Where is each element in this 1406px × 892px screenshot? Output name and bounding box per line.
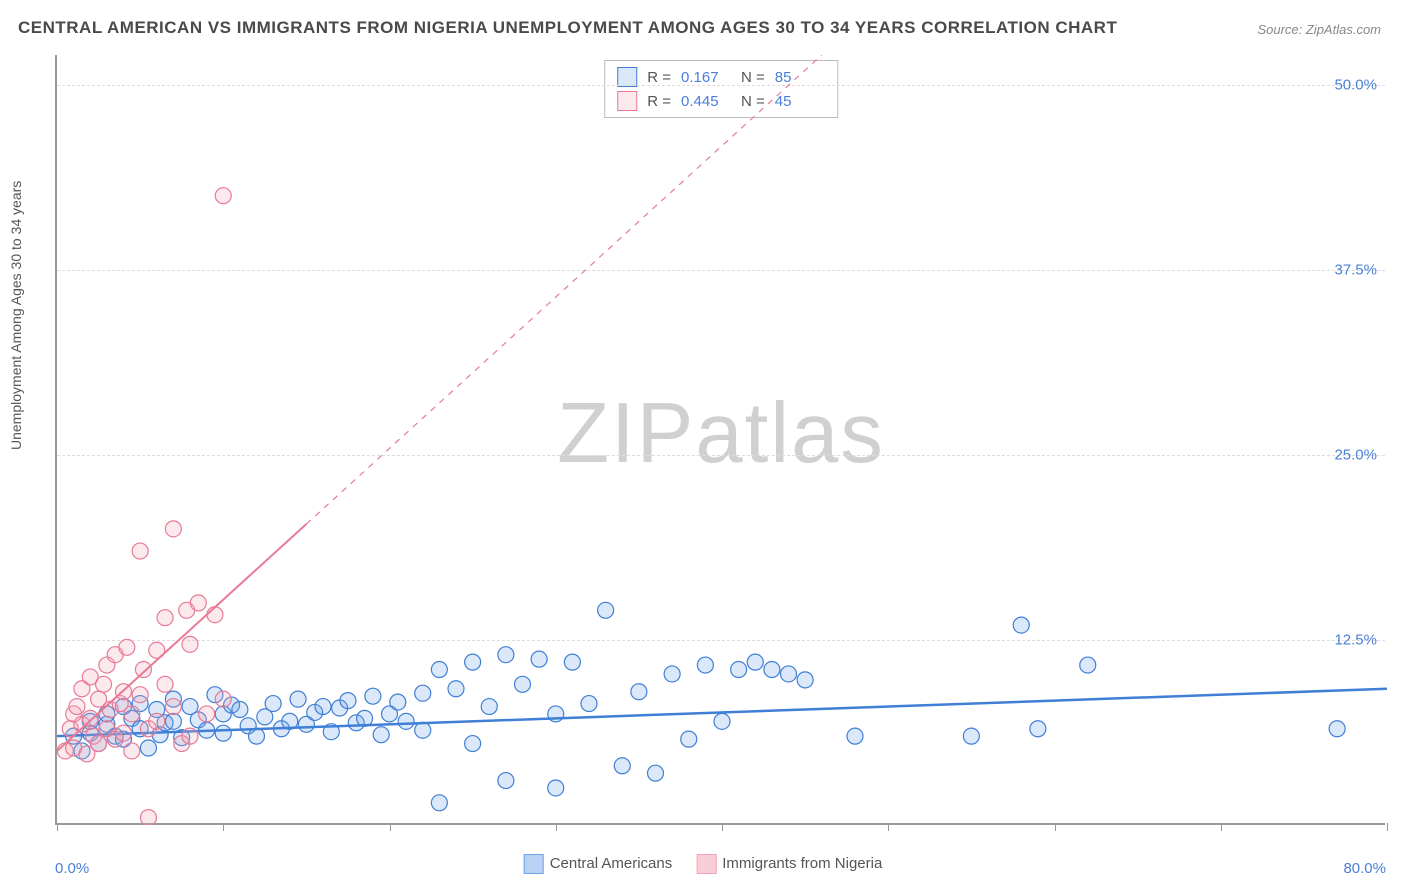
data-point [199,706,215,722]
data-point [415,722,431,738]
data-point [465,654,481,670]
data-point [265,696,281,712]
data-point [648,765,664,781]
data-point [232,702,248,718]
data-point [1080,657,1096,673]
legend-item: Immigrants from Nigeria [696,854,882,874]
data-point [96,676,112,692]
data-point [132,543,148,559]
data-point [797,672,813,688]
data-point [548,780,564,796]
data-point [315,699,331,715]
data-point [165,713,181,729]
legend-swatch [524,854,544,874]
data-point [149,713,165,729]
data-point [963,728,979,744]
data-point [119,639,135,655]
data-point [415,685,431,701]
data-point [182,636,198,652]
legend: Central Americans Immigrants from Nigeria [524,854,883,874]
data-point [132,687,148,703]
legend-label: Immigrants from Nigeria [722,855,882,872]
x-axis-max-label: 80.0% [1343,860,1386,877]
scatter-svg [57,55,1387,825]
trend-line-dashed [306,55,821,524]
data-point [398,713,414,729]
data-point [215,691,231,707]
data-point [498,647,514,663]
data-point [190,595,206,611]
data-point [140,740,156,756]
data-point [135,662,151,678]
data-point [681,731,697,747]
legend-item: Central Americans [524,854,673,874]
data-point [390,694,406,710]
data-point [1329,721,1345,737]
data-point [91,736,107,752]
data-point [182,728,198,744]
data-point [631,684,647,700]
data-point [165,521,181,537]
y-axis-label: Unemployment Among Ages 30 to 34 years [8,181,24,450]
data-point [448,681,464,697]
data-point [340,693,356,709]
x-tick-mark [1387,823,1388,831]
data-point [781,666,797,682]
data-point [714,713,730,729]
plot-area: ZIPatlas R =0.167N =85R =0.445N =45 12.5… [55,55,1385,825]
data-point [664,666,680,682]
data-point [215,188,231,204]
source-label: Source: ZipAtlas.com [1257,22,1381,37]
data-point [564,654,580,670]
data-point [207,607,223,623]
data-point [598,602,614,618]
data-point [481,699,497,715]
data-point [847,728,863,744]
data-point [124,743,140,759]
data-point [1013,617,1029,633]
data-point [531,651,547,667]
data-point [290,691,306,707]
data-point [581,696,597,712]
data-point [157,610,173,626]
data-point [498,773,514,789]
data-point [747,654,763,670]
data-point [249,728,265,744]
data-point [731,662,747,678]
data-point [165,699,181,715]
data-point [124,706,140,722]
data-point [116,725,132,741]
data-point [614,758,630,774]
data-point [764,662,780,678]
data-point [69,699,85,715]
chart-title: CENTRAL AMERICAN VS IMMIGRANTS FROM NIGE… [18,18,1117,38]
data-point [515,676,531,692]
data-point [431,662,447,678]
x-axis-min-label: 0.0% [55,860,89,877]
data-point [140,810,156,825]
data-point [1030,721,1046,737]
legend-label: Central Americans [550,855,673,872]
data-point [431,795,447,811]
data-point [697,657,713,673]
legend-swatch [696,854,716,874]
data-point [373,727,389,743]
data-point [82,710,98,726]
data-point [365,688,381,704]
data-point [465,736,481,752]
data-point [215,725,231,741]
data-point [157,676,173,692]
